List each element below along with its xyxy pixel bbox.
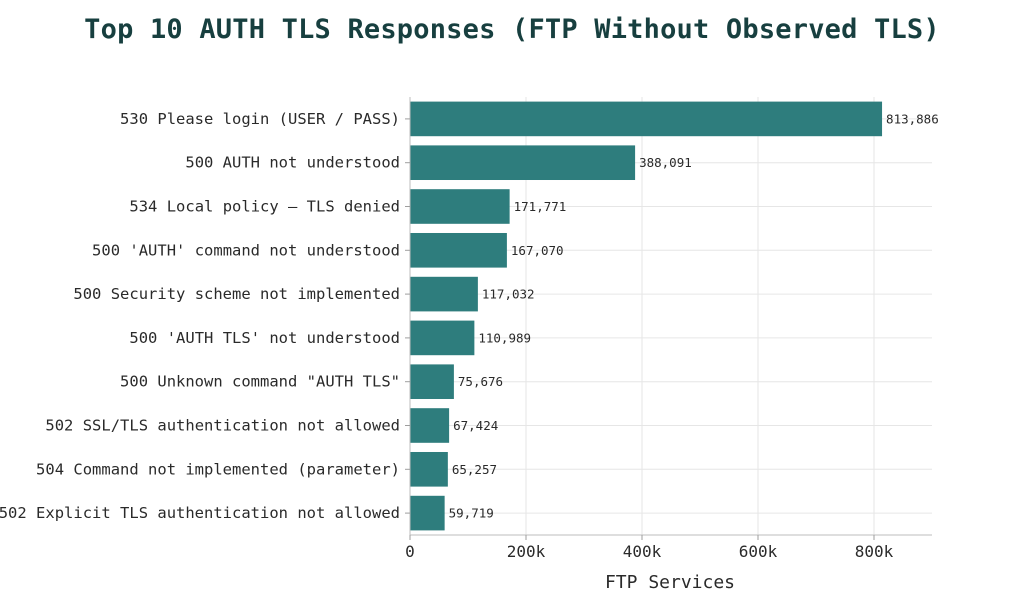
category-label: 500 AUTH not understood <box>185 154 400 172</box>
bars <box>410 101 883 531</box>
bar <box>410 101 883 137</box>
x-axis-title: FTP Services <box>605 572 735 593</box>
value-label: 117,032 <box>482 287 535 302</box>
bar <box>410 451 448 487</box>
x-tick-label: 0 <box>405 542 415 561</box>
x-tick-label: 200k <box>507 542 546 561</box>
bar <box>410 320 475 356</box>
value-label: 67,424 <box>453 418 498 433</box>
value-label: 75,676 <box>458 374 503 389</box>
value-label: 388,091 <box>639 155 692 170</box>
category-label: 504 Command not implemented (parameter) <box>36 460 400 478</box>
value-label: 167,070 <box>511 243 564 258</box>
chart-title: Top 10 AUTH TLS Responses (FTP Without O… <box>84 14 940 45</box>
category-label: 534 Local policy – TLS denied <box>129 198 400 216</box>
bar <box>410 276 478 312</box>
category-label: 502 Explicit TLS authentication not allo… <box>0 504 400 522</box>
x-axis: 0 200k 400k 600k 800k <box>405 97 932 561</box>
category-label: 502 SSL/TLS authentication not allowed <box>45 417 400 435</box>
value-label: 59,719 <box>449 506 494 521</box>
x-tick-label: 600k <box>739 542 778 561</box>
x-tick-label: 800k <box>855 542 894 561</box>
category-label: 500 Security scheme not implemented <box>73 285 400 303</box>
category-label: 500 Unknown command "AUTH TLS" <box>120 373 400 391</box>
value-label: 171,771 <box>514 199 567 214</box>
value-label: 65,257 <box>452 462 497 477</box>
bar <box>410 364 454 400</box>
bar <box>410 189 510 224</box>
category-labels: 530 Please login (USER / PASS) 500 AUTH n… <box>0 110 400 522</box>
bar <box>410 495 445 531</box>
x-tick-label: 400k <box>623 542 662 561</box>
bar <box>410 232 507 268</box>
category-label: 530 Please login (USER / PASS) <box>120 110 400 128</box>
value-label: 813,886 <box>886 111 939 126</box>
category-label: 500 'AUTH TLS' not understood <box>129 329 400 347</box>
value-labels: 813,886 388,091 171,771 167,070 117,032 110,9… <box>449 111 939 520</box>
bar <box>410 408 450 443</box>
bar <box>410 145 636 181</box>
value-label: 110,989 <box>478 330 531 345</box>
category-label: 500 'AUTH' command not understood <box>92 241 400 259</box>
